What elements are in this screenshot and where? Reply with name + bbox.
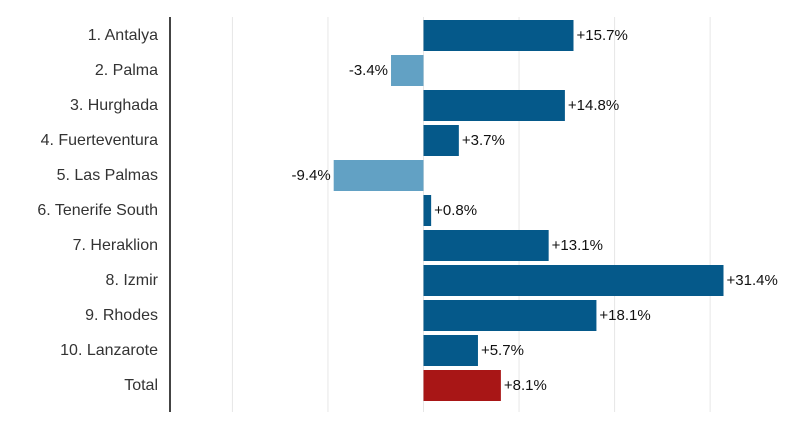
bar-11 <box>423 370 501 401</box>
category-label-4: 4. Fuerteventura <box>41 132 159 149</box>
value-labels: +15.7% -3.4% +14.8% +3.7% -9.4% +0.8% +13.1% +3… <box>292 27 778 394</box>
value-label-11: +8.1% <box>504 377 547 394</box>
bar-9 <box>423 300 597 331</box>
category-label-3: 3. Hurghada <box>70 97 158 114</box>
value-label-8: +31.4% <box>727 272 778 289</box>
value-label-10: +5.7% <box>481 342 524 359</box>
bar-5 <box>333 160 424 191</box>
bar-8 <box>423 265 724 296</box>
category-label-9: 9. Rhodes <box>85 307 158 324</box>
bar-7 <box>423 230 549 261</box>
category-label-5: 5. Las Palmas <box>57 167 158 184</box>
value-label-2: -3.4% <box>349 62 388 79</box>
value-label-6: +0.8% <box>434 202 477 219</box>
category-label-7: 7. Heraklion <box>73 237 158 254</box>
bar-10 <box>423 335 478 366</box>
category-label-10: 10. Lanzarote <box>60 342 158 359</box>
value-label-4: +3.7% <box>462 132 505 149</box>
bar-6 <box>423 195 432 226</box>
category-label-11: Total <box>124 377 158 394</box>
category-label-6: 6. Tenerife South <box>37 202 158 219</box>
bar-1 <box>423 20 574 51</box>
bar-4 <box>423 125 459 156</box>
category-label-8: 8. Izmir <box>106 272 159 289</box>
bar-2 <box>391 55 424 86</box>
bars <box>333 20 724 401</box>
bar-3 <box>423 90 565 121</box>
category-label-2: 2. Palma <box>95 62 158 79</box>
value-label-1: +15.7% <box>577 27 628 44</box>
value-label-5: -9.4% <box>292 167 331 184</box>
category-labels: 1. Antalya 2. Palma 3. Hurghada 4. Fuerteve… <box>37 27 158 394</box>
value-label-9: +18.1% <box>599 307 650 324</box>
value-label-7: +13.1% <box>552 237 603 254</box>
category-label-1: 1. Antalya <box>88 27 158 44</box>
value-label-3: +14.8% <box>568 97 619 114</box>
